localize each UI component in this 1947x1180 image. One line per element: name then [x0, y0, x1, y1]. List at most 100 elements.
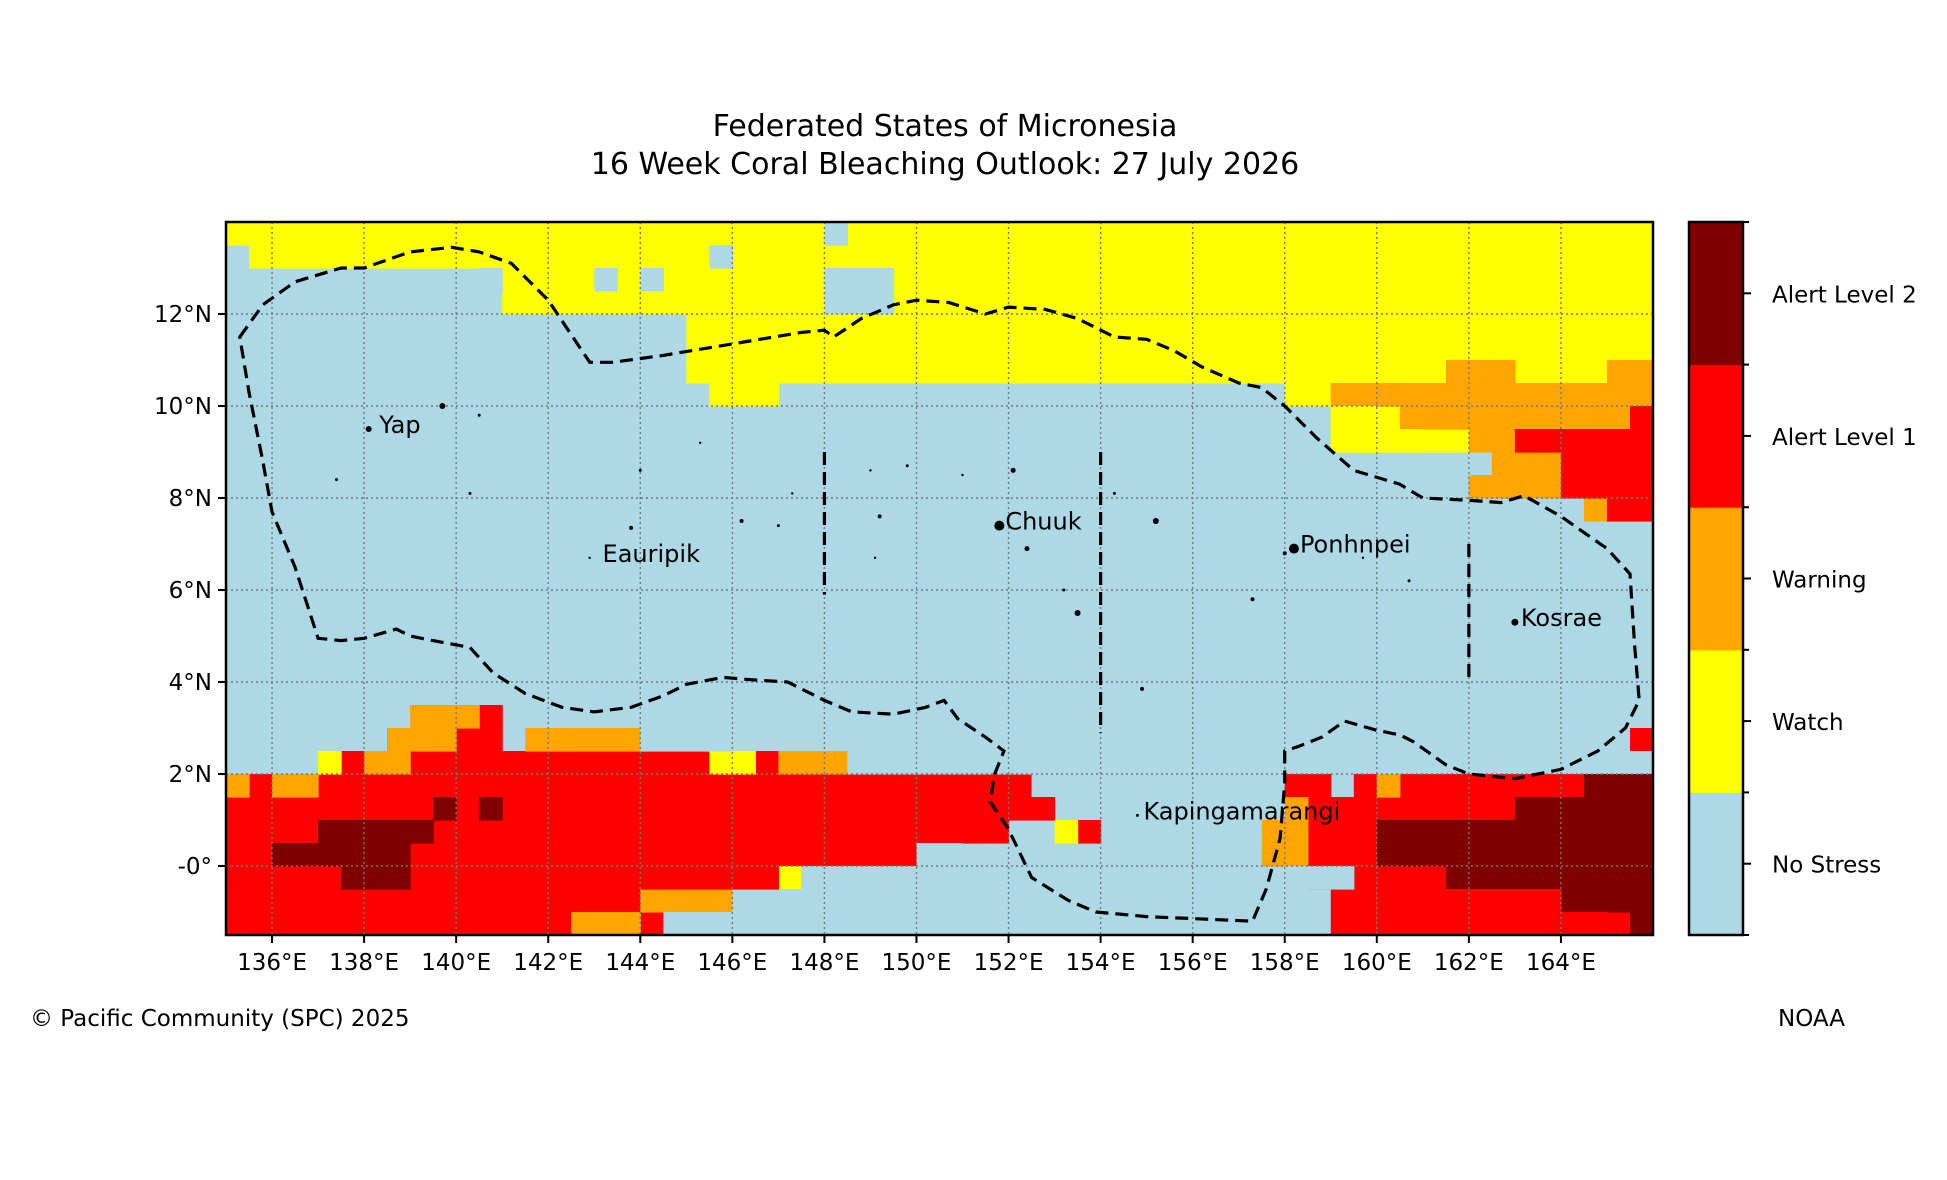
place-label-chuuk: Chuuk: [1005, 508, 1081, 536]
title-outlook: 16 Week Coral Bleaching Outlook: 27 July…: [590, 147, 1300, 182]
island-marker: [1250, 597, 1255, 602]
stress-cell: [226, 774, 250, 798]
stress-cell: [893, 751, 1654, 775]
island-marker: [1112, 491, 1116, 495]
island-marker: [334, 478, 338, 482]
stress-cell: [1583, 774, 1654, 798]
stress-cell: [1399, 406, 1631, 430]
stress-cell: [1376, 912, 1608, 936]
noaa-credit: NOAA: [1778, 1006, 1846, 1032]
island-marker: [1288, 543, 1299, 554]
stress-cell: [318, 751, 342, 775]
stress-cell: [318, 820, 434, 844]
island-marker: [869, 469, 872, 472]
stress-cell: [1376, 774, 1401, 798]
legend-label: Warning: [1772, 568, 1867, 594]
stress-cell: [410, 705, 480, 729]
lon-tick-label: 162°E: [1434, 950, 1504, 976]
stress-cell: [1077, 820, 1102, 844]
longitude-axis: 136°E 138°E 140°E 142°E 144°E 146°E 148°E 150°E…: [237, 935, 1596, 976]
legend-swatch: [1689, 649, 1743, 793]
stress-cell: [272, 843, 411, 867]
island-marker: [1152, 518, 1159, 524]
island-marker: [477, 413, 481, 417]
lon-tick-label: 148°E: [789, 950, 859, 976]
island-marker: [961, 473, 964, 477]
island-marker: [1010, 467, 1016, 473]
legend-colorbar: No Stress Watch Warning Alert Level 1 Alert …: [1687, 220, 1917, 937]
lat-tick-label: 2°N: [169, 762, 212, 788]
island-marker: [588, 556, 591, 559]
lon-tick-label: 152°E: [974, 950, 1044, 976]
stress-cell: [387, 728, 457, 752]
lat-tick-label: 10°N: [154, 394, 212, 420]
stress-cell: [249, 222, 1654, 269]
stress-cell: [479, 268, 503, 292]
eez-boundary: [238, 245, 1641, 923]
legend-swatch: [1689, 507, 1743, 651]
legend-label: Watch: [1772, 710, 1844, 736]
stress-cell: [272, 774, 319, 798]
place-label-kosrae: Kosrae: [1521, 604, 1602, 632]
lat-tick-label: 6°N: [169, 578, 212, 604]
lat-tick-label: 4°N: [169, 670, 212, 696]
stress-cell: [847, 751, 895, 775]
stress-cell: [594, 268, 618, 292]
lon-tick-label: 154°E: [1066, 950, 1136, 976]
stress-cell: [1054, 820, 1079, 844]
island-marker: [873, 556, 877, 559]
stress-cell: [1330, 383, 1654, 407]
stress-cell: [364, 751, 411, 775]
lon-tick-label: 136°E: [237, 950, 307, 976]
island-marker: [1074, 610, 1081, 616]
stress-cell: [1514, 429, 1654, 453]
island-marker: [790, 492, 794, 495]
legend-label: Alert Level 1: [1772, 425, 1917, 451]
stress-cell: [1560, 889, 1654, 913]
island-marker: [468, 491, 472, 495]
island-marker: [698, 441, 702, 444]
legend-label: Alert Level 2: [1772, 282, 1917, 308]
map-frame: [224, 220, 1655, 937]
island-marker: [1024, 546, 1030, 552]
place-labels: Yap Eauripik Chuuk Ponhnpei Kosrae Kapingamar…: [378, 411, 1602, 825]
stress-cells: [226, 222, 1654, 936]
stress-cell: [985, 797, 1056, 821]
stress-cell: [1514, 797, 1654, 821]
stress-cell: [1468, 429, 1516, 453]
stress-cell: [479, 797, 503, 821]
stress-cell: [1284, 866, 1355, 890]
stress-cell: [732, 866, 779, 890]
island-marker: [1407, 579, 1411, 583]
lon-tick-label: 138°E: [329, 950, 399, 976]
legend-swatch: [1689, 364, 1743, 508]
stress-cell: [1468, 475, 1493, 499]
map-title: Federated States of Micronesia 16 Week C…: [0, 108, 1890, 184]
stress-cell: [640, 268, 664, 292]
lon-tick-label: 164°E: [1526, 950, 1596, 976]
stress-cell: [1353, 429, 1424, 453]
islands: [334, 403, 1519, 817]
legend-swatch: [1689, 792, 1743, 936]
stress-cell: [226, 222, 250, 246]
stress-cell: [1629, 912, 1654, 936]
island-marker: [1062, 588, 1066, 592]
place-label-eauripik: Eauripik: [603, 540, 701, 568]
island-marker: [439, 403, 446, 409]
stress-cell: [1606, 498, 1654, 522]
island-marker: [739, 519, 744, 523]
stress-cell: [341, 866, 411, 890]
stress-cell: [1284, 774, 1332, 798]
stress-cell: [778, 751, 849, 775]
stress-cell: [709, 245, 733, 269]
island-marker: [629, 525, 634, 530]
island-marker: [638, 468, 642, 472]
stress-cell: [571, 912, 641, 936]
latitude-axis: 12°N 10°N 8°N 6°N 4°N 2°N -0°: [154, 302, 226, 880]
lon-tick-label: 160°E: [1342, 950, 1412, 976]
island-marker: [365, 426, 372, 432]
copyright-credit: © Pacific Community (SPC) 2025: [30, 1006, 410, 1032]
lon-tick-label: 158°E: [1250, 950, 1320, 976]
stress-cell: [640, 889, 733, 913]
